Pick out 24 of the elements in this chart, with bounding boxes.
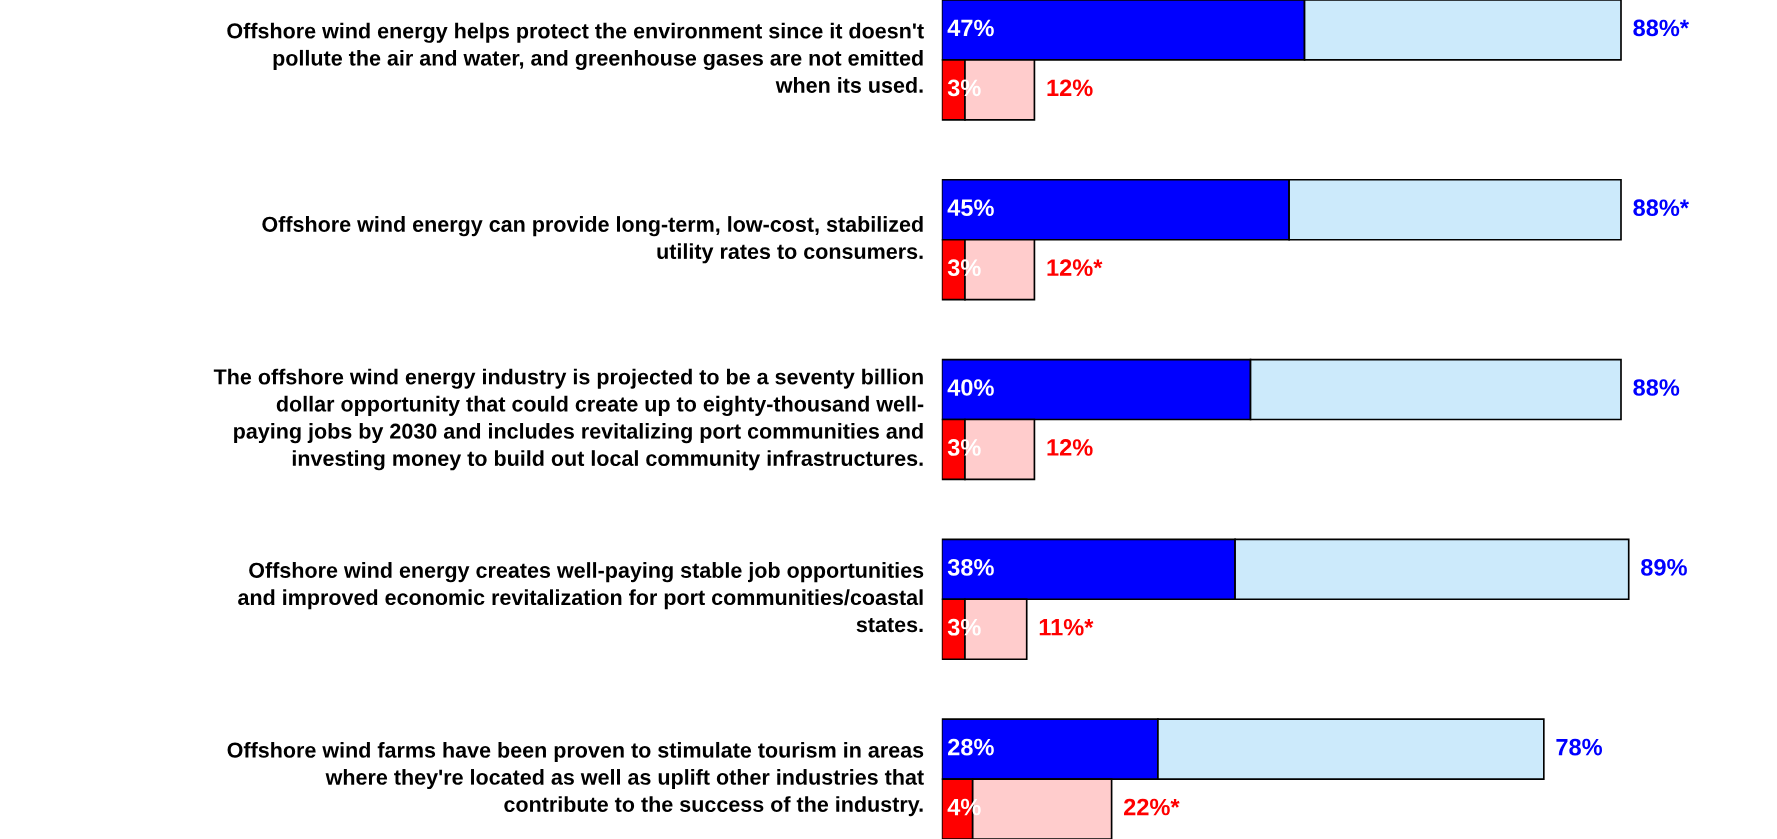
total-label: 12%* (1047, 259, 1103, 276)
total-label: 78% (1556, 738, 1603, 756)
y-tick-label: The offshore wind energy industry is projected to be a seventy billion dollar opportunity that could create up to eighty-thousand well- paying jobs by 2030 and includes revitalizing port communities and investing money to build out local community infrastructures. (213, 368, 924, 471)
data-label: 3% (947, 79, 981, 97)
y-tick-label: Offshore wind energy can provide long-term, low-cost, stabilized utility rates to consumers. (262, 216, 923, 264)
total-label: 88% (1633, 379, 1680, 396)
data-label: 28% (948, 738, 994, 756)
total-label: 11%* (1039, 618, 1094, 636)
data-label: 3% (947, 618, 981, 636)
data-label: 3% (947, 439, 981, 456)
total-label: 89% (1641, 558, 1687, 576)
data-label: 40% (947, 379, 994, 396)
y-tick-label: Offshore wind energy helps protect the environment since it doesn't pollute the air and water, and greenhouse gases are not emitted when its used. (227, 22, 924, 93)
total-label: 12% (1047, 439, 1093, 456)
total-label: 22%* (1124, 798, 1180, 816)
total-label: 88%* (1633, 19, 1689, 37)
data-label: 3% (947, 259, 981, 277)
y-tick-label: Offshore wind energy creates well-paying stable job opportunities and improved economic revitalization for port communities/coastal states. (238, 562, 924, 633)
data-label: 47% (947, 19, 994, 37)
data-label: 38% (947, 558, 994, 576)
total-label: 88%* (1633, 199, 1689, 217)
y-tick-label: Offshore wind farms have been proven to stimulate tourism in areas where they're located as well as uplift other industries that contribute to the success of the industry. (227, 741, 924, 817)
data-label: 45% (947, 199, 994, 217)
total-label: 12% (1047, 79, 1093, 97)
